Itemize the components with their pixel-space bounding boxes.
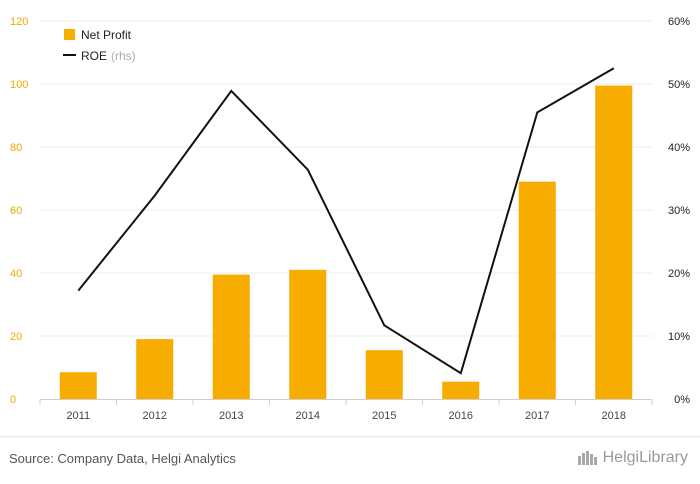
legend-roe-label-group: ROE (rhs) [81,49,136,63]
bar-2018 [595,85,633,399]
bar-2014 [289,269,327,399]
bar-2015 [365,350,403,399]
left-axis-ticks: 0 20 40 60 80 100 120 [10,16,28,406]
right-axis-ticks: 0% 10% 20% 30% 40% 50% 60% [668,16,690,406]
legend-net-profit-label: Net Profit [81,28,132,42]
roe-line [77,67,615,375]
right-tick-label: 40% [668,142,690,154]
chart: 0 20 40 60 80 100 120 0% 10% 20% 30% 40% 50% 60% 201… [10,16,690,422]
grid-lines [40,20,652,337]
bar-2011 [59,372,97,399]
bar-series [59,85,633,399]
footer: Source: Company Data, Helgi Analytics He… [0,436,700,484]
left-tick-label: 20 [10,331,22,343]
right-tick-label: 10% [668,331,690,343]
x-tick-label: 2014 [296,410,320,422]
left-tick-label: 120 [10,16,28,28]
helgi-library-logo[interactable]: HelgiLibrary [577,449,688,467]
building-icon [577,451,597,465]
bar-2017 [518,181,556,399]
x-tick-label: 2013 [219,410,243,422]
left-tick-label: 60 [10,205,22,217]
right-tick-label: 60% [668,16,690,28]
x-tick-label: 2015 [372,410,396,422]
left-tick-label: 80 [10,142,22,154]
bar-2012 [136,339,174,399]
left-tick-label: 100 [10,79,28,91]
right-tick-label: 0% [674,394,690,406]
legend-roe-label: ROE [81,49,107,63]
legend-net-profit-swatch [64,29,75,40]
bar-2013 [212,274,250,399]
bar-2016 [442,381,480,399]
right-tick-label: 20% [668,268,690,280]
left-tick-label: 40 [10,268,22,280]
x-tick-label: 2011 [66,410,90,422]
legend-roe-rhs: (rhs) [111,49,136,63]
legend: Net Profit ROE (rhs) [63,28,136,63]
x-tick-label: 2018 [602,410,626,422]
source-text: Source: Company Data, Helgi Analytics [9,451,236,466]
x-tick-label: 2016 [449,410,473,422]
right-tick-label: 50% [668,79,690,91]
x-axis-ticks: 2011 2012 2013 2014 2015 2016 2017 2018 [39,399,653,422]
logo-text: HelgiLibrary [602,449,688,466]
right-tick-label: 30% [668,205,690,217]
x-tick-label: 2012 [143,410,167,422]
left-tick-label: 0 [10,394,16,406]
x-tick-label: 2017 [525,410,549,422]
